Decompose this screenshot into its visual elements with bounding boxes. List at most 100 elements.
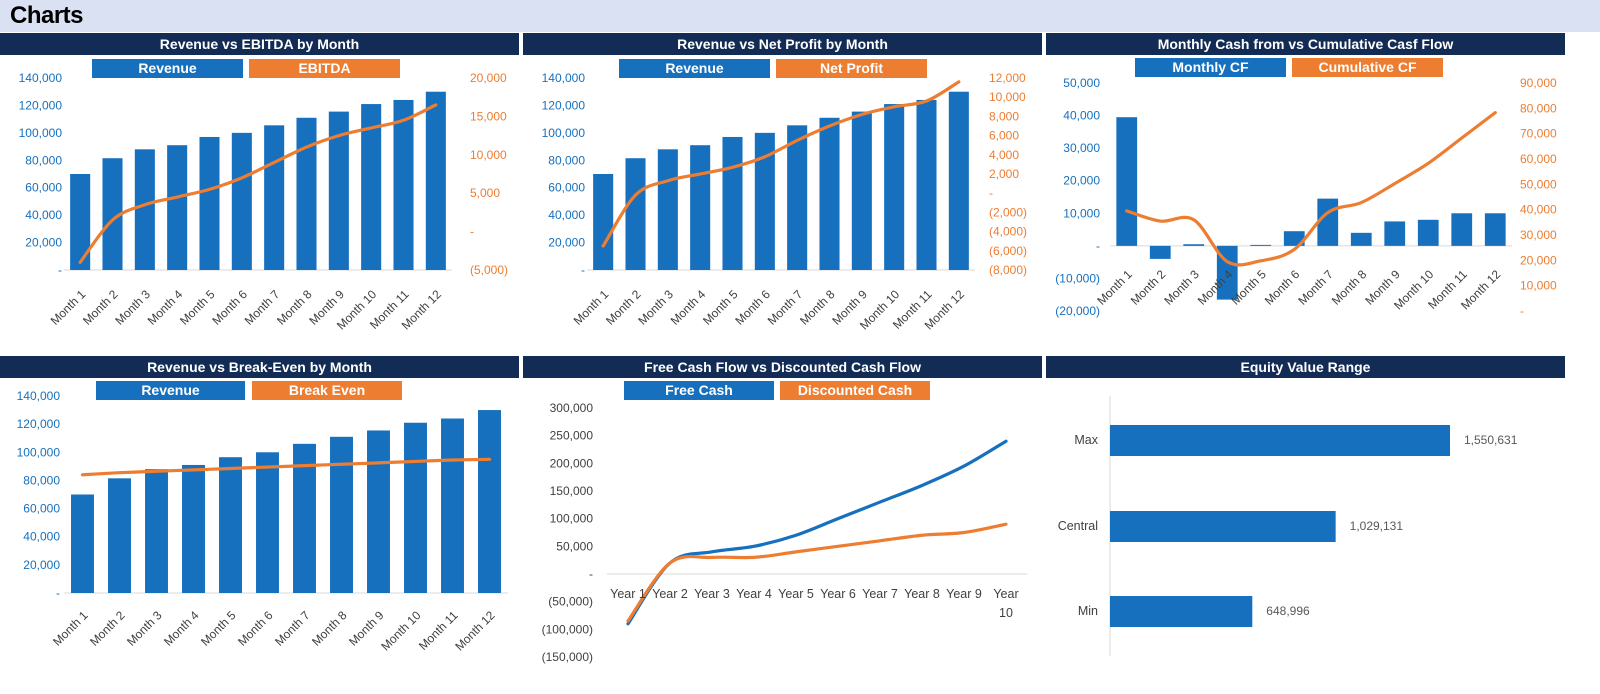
y-tick-label: 100,000 <box>542 126 586 140</box>
y-tick-label: 10,000 <box>1520 279 1557 293</box>
x-tick-label: Month 2 <box>87 608 128 649</box>
x-tick-label: Year <box>993 587 1018 601</box>
x-tick-label: Month 5 <box>177 287 218 328</box>
y-tick-label: (8,000) <box>989 263 1027 277</box>
legend-net-profit: Net Profit <box>776 59 927 78</box>
x-tick-label: Month 8 <box>797 287 838 328</box>
y-tick-label: 100,000 <box>17 445 61 459</box>
x-tick-label: Month 4 <box>668 287 709 328</box>
y-tick-label: 5,000 <box>470 186 500 200</box>
bar-equity-min <box>1110 596 1253 627</box>
legend-free-cash: Free Cash <box>624 381 774 400</box>
y-tick-label: (4,000) <box>989 225 1027 239</box>
x-tick-label: Month 1 <box>50 608 91 649</box>
y-tick-label: 60,000 <box>23 502 60 516</box>
chart-panel-monthly-vs-cumulative-cf: Monthly Cash from vs Cumulative Casf Flo… <box>1046 33 1565 353</box>
chart-title-bar: Monthly Cash from vs Cumulative Casf Flo… <box>1046 33 1565 55</box>
chart-title: Monthly Cash from vs Cumulative Casf Flo… <box>1157 36 1454 52</box>
chart-revenue-vs-net-profit: 140,000 120,000 100,000 80,000 60,000 40,000 2… <box>542 71 1027 333</box>
x-tick-label: Year 7 <box>862 587 898 601</box>
y-tick-label: 120,000 <box>17 417 61 431</box>
x-tick-label: Month 1 <box>48 287 89 328</box>
x-tick-label: Month 6 <box>1262 267 1303 308</box>
x-tick-label: Month 2 <box>603 287 644 328</box>
x-tick-label: Month 3 <box>124 608 165 649</box>
bar-revenue <box>441 418 464 593</box>
bar-revenue <box>819 117 840 271</box>
bar-revenue <box>657 149 678 270</box>
bar-monthly-cf <box>1250 244 1272 246</box>
x-tick-label: Month 5 <box>198 608 239 649</box>
bar-monthly-cf <box>1384 221 1406 246</box>
y-tick-label: 90,000 <box>1520 76 1557 90</box>
bar-revenue <box>108 478 131 593</box>
legend-monthly-cf: Monthly CF <box>1135 58 1286 77</box>
legend-break-even: Break Even <box>252 381 402 400</box>
bar-revenue <box>478 410 501 593</box>
x-tick-label-line2: 10 <box>999 606 1013 620</box>
y-tick-label: (2,000) <box>989 205 1027 219</box>
chart-title: Equity Value Range <box>1240 359 1371 375</box>
data-label: 648,996 <box>1266 604 1310 618</box>
x-tick-label: Month 2 <box>80 287 121 328</box>
chart-panel-revenue-vs-ebitda: Revenue vs EBITDA by Month Revenue EBITD… <box>0 33 519 353</box>
bar-revenue <box>182 464 205 593</box>
bar-revenue <box>296 117 317 271</box>
x-tick-label: Year 8 <box>904 587 940 601</box>
x-tick-label: Month 3 <box>1161 267 1202 308</box>
y-tick-label: 4,000 <box>989 148 1019 162</box>
x-tick-label: Month 3 <box>635 287 676 328</box>
bar-revenue <box>293 443 316 593</box>
y-tick-label: 250,000 <box>550 429 594 443</box>
line-discounted-cash <box>626 522 1008 623</box>
y-tick-label: 20,000 <box>548 236 585 250</box>
chart-panel-revenue-vs-break-even: Revenue vs Break-Even by Month Revenue B… <box>0 356 519 694</box>
bar-revenue <box>393 99 414 270</box>
y-tick-label: - <box>989 186 993 200</box>
y-tick-label: 40,000 <box>23 530 60 544</box>
line-net-profit <box>601 80 961 248</box>
x-tick-label: Month 1 <box>1094 267 1135 308</box>
bar-revenue <box>256 452 279 593</box>
y-tick-label: 50,000 <box>1063 76 1100 90</box>
bar-revenue <box>134 149 155 270</box>
y-tick-label: 10,000 <box>470 148 507 162</box>
bar-revenue <box>722 136 743 270</box>
x-tick-label: Month 6 <box>732 287 773 328</box>
bar-equity-max <box>1110 425 1450 456</box>
legend-discounted-cash: Discounted Cash <box>780 381 930 400</box>
bar-revenue <box>367 430 390 593</box>
bar-revenue <box>231 132 252 270</box>
bar-monthly-cf <box>1216 245 1238 300</box>
legend-revenue: Revenue <box>92 59 243 78</box>
bar-monthly-cf <box>1417 219 1439 246</box>
bar-revenue <box>102 158 123 270</box>
chart-revenue-vs-ebitda: 140,000 120,000 100,000 80,000 60,000 40,000 2… <box>19 71 508 333</box>
line-cumulative-cf <box>1125 111 1497 267</box>
y-tick-label: 8,000 <box>989 109 1019 123</box>
y-tick-label: 20,000 <box>23 558 60 572</box>
y-tick-label: - <box>581 263 585 277</box>
x-tick-label: Month 8 <box>309 608 350 649</box>
bar-revenue <box>625 158 646 270</box>
y-tick-label: 140,000 <box>17 389 61 403</box>
y-tick-label: 50,000 <box>556 539 593 553</box>
x-tick-label: Month 6 <box>235 608 276 649</box>
y-tick-label: 60,000 <box>1520 152 1557 166</box>
y-tick-label: 15,000 <box>470 109 507 123</box>
y-tick-label: 80,000 <box>23 473 60 487</box>
x-tick-label: Month 7 <box>242 287 283 328</box>
y-tick-label: - <box>589 567 593 581</box>
bar-equity-central <box>1110 511 1336 542</box>
y-tick-label: - <box>1096 239 1100 253</box>
bar-revenue <box>754 132 775 270</box>
line-ebitda <box>78 103 438 264</box>
bar-revenue <box>167 145 188 270</box>
chart-revenue-vs-break-even: 140,000 120,000 100,000 80,000 60,000 40,000 2… <box>17 389 508 654</box>
y-tick-label: 40,000 <box>25 208 62 222</box>
legend-revenue: Revenue <box>619 59 770 78</box>
x-tick-label: Year 5 <box>778 587 814 601</box>
y-tick-label: 140,000 <box>542 71 586 85</box>
bar-monthly-cf <box>1283 231 1305 246</box>
y-tick-label: 60,000 <box>25 181 62 195</box>
